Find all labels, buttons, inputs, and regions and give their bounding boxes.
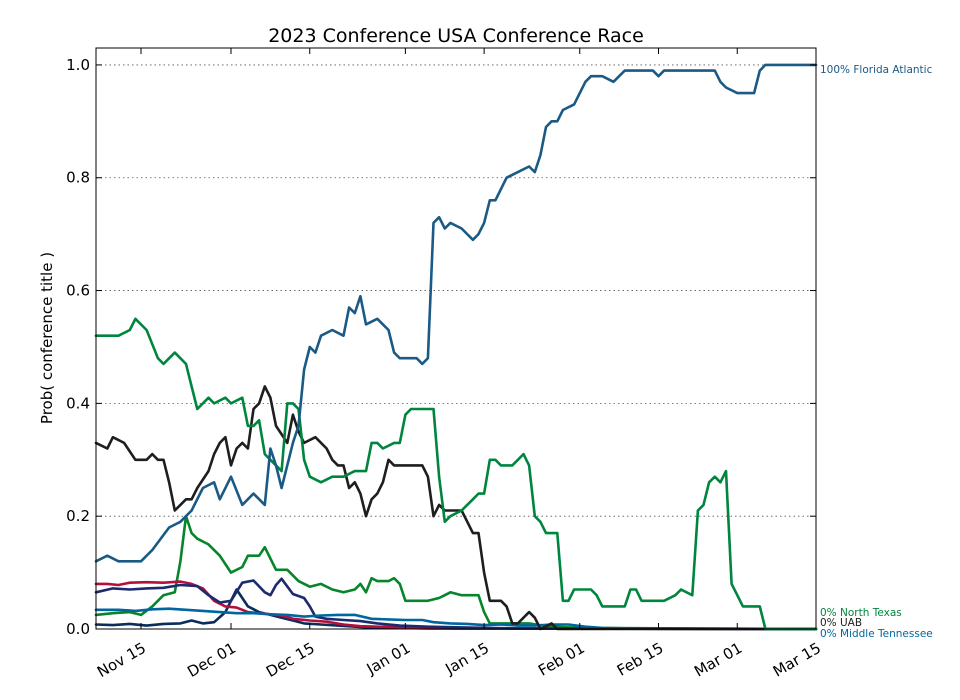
series-line-5 bbox=[94, 580, 818, 631]
x-tick-label: Jan 15 bbox=[442, 639, 493, 679]
series-line-7 bbox=[94, 588, 818, 631]
y-tick-label: 0.6 bbox=[66, 282, 90, 300]
y-tick-label: 1.0 bbox=[66, 56, 90, 74]
chart-title: 2023 Conference USA Conference Race bbox=[268, 25, 644, 47]
y-axis-label: Prob( conference title ) bbox=[38, 252, 56, 424]
x-axis-ticks: Nov 15 Dec 01 Dec 15 Jan 01 Jan 15 Feb 01 Feb … bbox=[94, 48, 824, 681]
x-tick-label: Feb 15 bbox=[614, 639, 667, 680]
plot-frame bbox=[95, 47, 817, 630]
y-tick-label: 0.8 bbox=[66, 169, 90, 187]
x-tick-label: Mar 01 bbox=[691, 639, 745, 681]
series-lines bbox=[94, 63, 818, 631]
y-tick-label: 0.0 bbox=[66, 620, 90, 638]
x-tick-label: Feb 01 bbox=[535, 639, 588, 680]
end-label: 100% Florida Atlantic bbox=[820, 64, 933, 76]
y-axis-ticks: 0.0 0.2 0.4 0.6 0.8 1.0 bbox=[66, 56, 816, 638]
x-tick-label: Mar 15 bbox=[770, 639, 824, 681]
series-line-middle-tennessee bbox=[94, 607, 818, 631]
end-label: 0% North Texas bbox=[820, 607, 902, 619]
x-tick-label: Jan 01 bbox=[363, 639, 414, 679]
x-tick-label: Dec 01 bbox=[184, 639, 239, 681]
end-label: 0% Middle Tennessee bbox=[820, 628, 933, 640]
series-line-6 bbox=[94, 514, 818, 631]
end-label: 0% UAB bbox=[820, 617, 862, 629]
grid-lines bbox=[96, 64, 816, 517]
series-line-florida-atlantic bbox=[94, 63, 818, 563]
y-tick-label: 0.2 bbox=[66, 507, 90, 525]
series-line-north-texas bbox=[94, 317, 818, 631]
x-tick-label: Nov 15 bbox=[94, 639, 149, 681]
series-line-4 bbox=[94, 577, 818, 631]
y-tick-label: 0.4 bbox=[66, 394, 90, 412]
x-tick-label: Dec 15 bbox=[263, 639, 318, 681]
series-line-uab bbox=[94, 385, 818, 631]
